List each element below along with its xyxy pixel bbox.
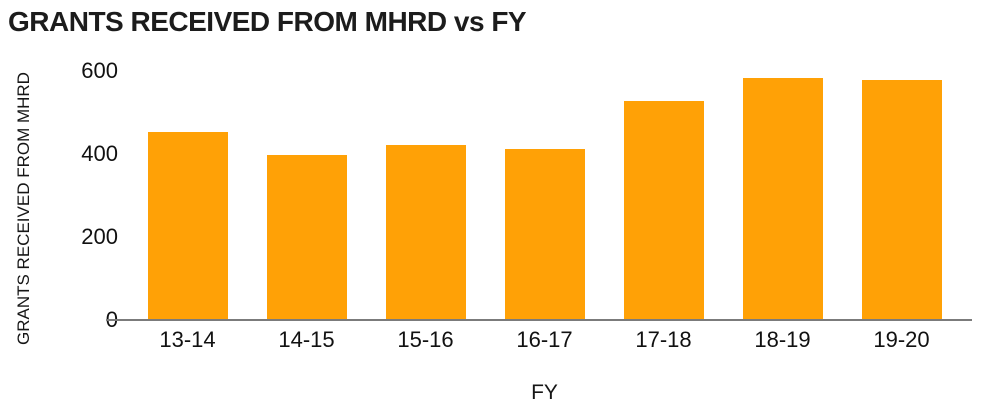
bar-16-17 [504,148,585,319]
y-tick-600: 600 [81,58,118,83]
x-tick-17-18: 17-18 [635,327,692,352]
x-tick-19-20: 19-20 [873,327,930,352]
bar-17-18 [623,101,704,319]
x-tick-15-16: 15-16 [397,327,454,352]
bar-18-19 [742,78,823,319]
chart-title: GRANTS RECEIVED FROM MHRD vs FY [8,6,527,37]
bar-14-15 [266,155,347,319]
y-tick-200: 200 [81,224,118,249]
y-tick-0: 0 [105,307,118,332]
y-tick-400: 400 [81,141,118,166]
bar-19-20 [861,80,942,319]
x-axis-line [106,319,972,321]
x-tick-18-19: 18-19 [754,327,811,352]
x-tick-13-14: 13-14 [159,327,216,352]
x-tick-14-15: 14-15 [278,327,335,352]
bar-13-14 [147,132,228,319]
bar-15-16 [385,144,466,319]
x-tick-16-17: 16-17 [516,327,573,352]
x-axis-label: FY [531,381,558,404]
